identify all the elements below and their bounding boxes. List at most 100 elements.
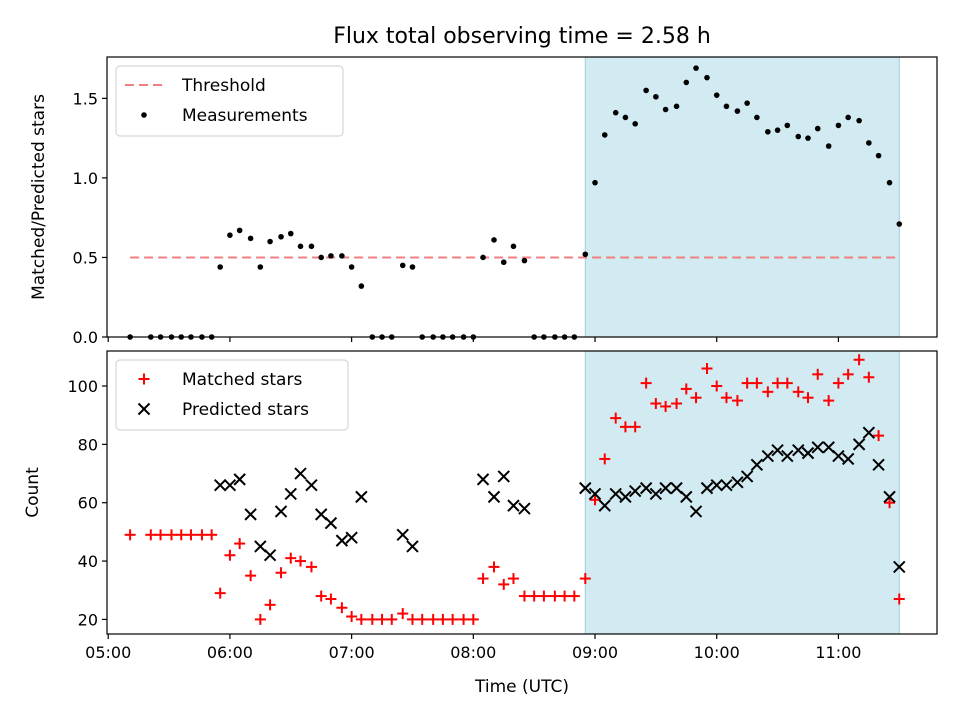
predicted-stars-point (649, 487, 663, 501)
y-tick-label: 100 (67, 377, 98, 396)
measurement-point (510, 243, 517, 250)
predicted-stars-point (852, 438, 866, 451)
x-marker-b (518, 502, 531, 515)
y-tick-label: 80 (78, 435, 98, 454)
x-marker-b (284, 487, 297, 501)
matched-stars-point (853, 354, 865, 366)
matched-stars-point (264, 599, 276, 611)
matched-stars-point (720, 392, 732, 404)
star-count-panel: 20 40 60 80 100 05:00 06:00 07:00 08:00 09:00 10:0… (23, 350, 938, 662)
matched-stars-point (599, 453, 611, 465)
measurement-point (673, 103, 680, 110)
y-tick-label: 60 (78, 494, 98, 513)
predicted-stars-point (223, 478, 237, 492)
legend-x-swatch-b (137, 402, 151, 416)
x-marker-b (223, 478, 237, 492)
matched-stars-point (671, 398, 683, 410)
measurement-point (662, 106, 669, 113)
measurement-point (765, 128, 771, 135)
x-marker-b (731, 476, 744, 489)
x-marker-b (619, 490, 632, 504)
matched-stars-point (538, 590, 550, 602)
predicted-stars-point (579, 481, 592, 495)
matched-stars-point (650, 398, 662, 410)
measurement-point (683, 79, 690, 86)
matched-stars-point (762, 386, 774, 398)
legend-box (115, 65, 344, 137)
plot-frame (106, 56, 938, 338)
matched-stars-point (224, 549, 236, 561)
predicted-stars-point (284, 487, 297, 501)
measurement-point (267, 238, 273, 245)
predicted-stars-point (740, 470, 754, 483)
matched-stars-point (629, 421, 641, 433)
measurement-point (339, 253, 345, 259)
predicted-stars-point (689, 505, 703, 518)
matched-stars-point (366, 613, 378, 625)
x-marker-b (852, 438, 866, 451)
measurement-point (236, 227, 243, 234)
measurement-point (723, 103, 730, 110)
measurement-point (713, 92, 720, 98)
matched-stars-point (690, 392, 702, 404)
matched-stars-point (812, 368, 824, 380)
x-axis-label: Time (UTC) (474, 677, 569, 697)
predicted-stars-point (609, 487, 622, 501)
predicted-stars-point (680, 490, 693, 504)
measurement-point (601, 132, 608, 138)
matched-stars-point (589, 494, 601, 506)
predicted-stars-point (841, 452, 855, 466)
x-marker-b (628, 484, 642, 498)
predicted-stars-point (619, 490, 632, 504)
predicted-stars-point (801, 446, 815, 460)
matched-stars-point (437, 613, 449, 625)
legend-label: Predicted stars (182, 400, 309, 420)
matched-stars-point (863, 371, 875, 383)
predicted-stars-point (355, 490, 368, 504)
x-marker-b (832, 449, 845, 463)
matched-stars-point (295, 555, 307, 567)
x-marker-b (761, 449, 775, 463)
x-marker-b (406, 540, 419, 553)
matched-stars-point (175, 529, 187, 541)
matched-stars-point (145, 529, 157, 541)
measurement-point (409, 264, 416, 270)
measurement-point (653, 93, 659, 100)
x-marker-b (700, 481, 714, 495)
matched-stars-point (206, 529, 218, 541)
measurement-point (774, 127, 781, 133)
x-marker-b (294, 467, 307, 480)
x-marker-b (811, 441, 824, 454)
matched-stars-point (559, 590, 571, 602)
x-marker-b (649, 487, 663, 501)
measurement-point (308, 243, 315, 250)
measurement-point (612, 109, 619, 116)
x-marker-b (476, 473, 490, 486)
matched-stars-point (488, 561, 500, 573)
x-marker-b (822, 441, 835, 454)
x-marker-b (792, 443, 805, 457)
x-marker-b (233, 473, 246, 486)
predicted-stars-point (811, 441, 824, 454)
predicted-stars-point (233, 473, 246, 486)
x-marker-b (345, 531, 358, 544)
matched-stars-point (214, 587, 226, 599)
x-marker-b (781, 449, 794, 463)
y-tick-label: 1.5 (73, 89, 98, 108)
predicted-stars-point (294, 467, 307, 480)
matched-stars-point (772, 377, 784, 389)
predicted-stars-point (639, 481, 653, 495)
measurement-point (287, 230, 294, 237)
matched-stars-point (447, 613, 459, 625)
measurement-point (491, 237, 497, 243)
measurement-point (278, 233, 284, 240)
measurement-point (744, 100, 750, 106)
matched-stars-point (427, 613, 439, 625)
predicted-stars-point (750, 458, 764, 471)
measurement-point (358, 283, 365, 289)
matched-stars-point (397, 608, 409, 620)
matched-stars-point (579, 573, 591, 585)
legend-dot-swatch (141, 112, 147, 118)
matched-stars-point (336, 602, 348, 614)
predicted-stars-point (518, 502, 531, 515)
